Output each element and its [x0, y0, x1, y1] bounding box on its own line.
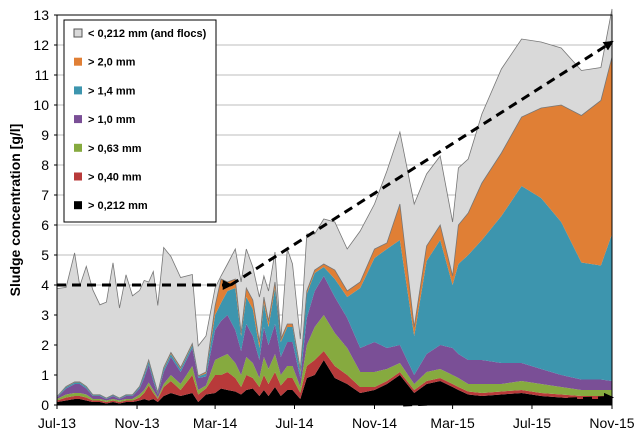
- legend-label: > 2,0 mm: [88, 57, 136, 69]
- legend-box: [63, 19, 217, 223]
- trend-arrow: [229, 40, 614, 287]
- plot-frame: [56, 14, 613, 406]
- trend-arrows: [57, 40, 614, 407]
- x-axis-ticks: Jul-13 Nov-13 Mar-14 Jul-14 Nov-14 Mar-15 Jul-…: [38, 405, 635, 431]
- x-tick-label: Jul-13: [38, 415, 76, 431]
- y-tick-label: 10: [33, 97, 49, 113]
- y-tick-label: 11: [34, 67, 49, 83]
- legend-label: > 1,4 mm: [88, 85, 136, 97]
- stacked-areas: [56, 8, 613, 405]
- y-tick-label: 1: [41, 367, 49, 383]
- legend-label: > 0,40 mm: [88, 172, 142, 184]
- y-tick-label: 3: [41, 307, 49, 323]
- y-tick-label: 12: [33, 37, 49, 53]
- y-tick-label: 5: [41, 247, 49, 263]
- y-tick-label: 6: [41, 217, 49, 233]
- y-tick-label: 4: [41, 277, 49, 293]
- y-tick-label: 13: [33, 7, 49, 23]
- x-tick-label: Nov-14: [352, 415, 397, 431]
- legend-swatch: [74, 201, 82, 210]
- y-tick-label: 8: [41, 157, 49, 173]
- legend-label: < 0,212 mm (and flocs): [88, 28, 207, 40]
- x-tick-label: Mar-14: [193, 415, 238, 431]
- legend-label: > 1,0 mm: [88, 114, 136, 126]
- legend-swatch: [74, 143, 82, 152]
- y-tick-label: 9: [41, 127, 49, 143]
- area-series: [57, 315, 612, 402]
- legend-label: > 0,63 mm: [88, 143, 142, 155]
- x-tick-label: Mar-15: [430, 415, 475, 431]
- area-series: [57, 276, 612, 401]
- x-tick-label: Nov-13: [114, 415, 159, 431]
- y-tick-label: 2: [41, 337, 49, 353]
- y-tick-label: 0: [41, 397, 49, 413]
- x-tick-label: Jul-14: [275, 415, 313, 431]
- legend-swatch: [74, 86, 82, 95]
- trend-arrow: [403, 392, 614, 407]
- legend-swatch: [74, 115, 82, 124]
- x-tick-label: Jul-15: [513, 415, 551, 431]
- y-axis-label: Sludge concentration [g/l]: [7, 124, 23, 297]
- legend: < 0,212 mm (and flocs) > 2,0 mm > 1,4 mm > …: [63, 19, 217, 223]
- legend-swatch: [74, 57, 82, 66]
- legend-swatch: [73, 28, 83, 38]
- legend-label: > 0,212 mm: [88, 200, 148, 212]
- area-series: [57, 351, 612, 404]
- area-series: [57, 186, 612, 399]
- area-series: [57, 360, 612, 405]
- legend-swatch: [74, 172, 82, 181]
- x-tick-label: Nov-15: [589, 415, 634, 431]
- y-tick-label: 7: [41, 187, 49, 203]
